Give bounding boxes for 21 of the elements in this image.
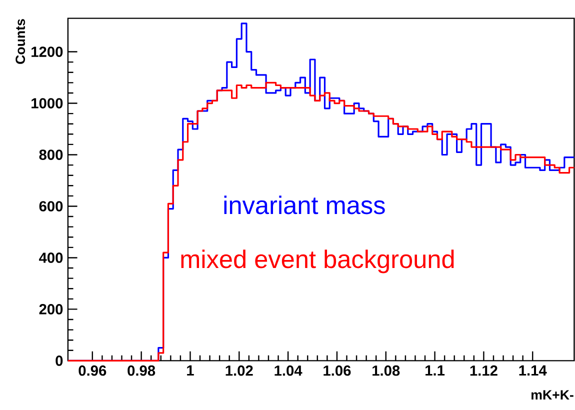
y-tick-label: 1200 <box>32 46 63 58</box>
series-label: mixed event background <box>181 250 454 274</box>
x-tick-label: 1.02 <box>226 366 253 376</box>
x-tick-label: 0.96 <box>78 366 106 376</box>
x-tick-label: 1.06 <box>324 366 351 376</box>
x-tick-label: 1.04 <box>274 366 302 376</box>
x-tick-label: 1.12 <box>470 366 498 376</box>
y-tick-label: 0 <box>56 356 63 366</box>
x-axis-title: mK+K- <box>532 390 574 400</box>
x-tick-label: 1.1 <box>426 366 445 376</box>
x-tick-label: 1 <box>187 366 194 376</box>
y-tick-label: 200 <box>39 304 63 315</box>
x-tick-label: 1.14 <box>519 366 547 376</box>
text: invariant mass <box>224 196 385 214</box>
x-tick-label: 1.08 <box>372 366 400 376</box>
y-tick-label: 600 <box>39 201 63 212</box>
y-tick-label: 400 <box>39 252 63 264</box>
x-tick-label: 0.98 <box>128 366 156 376</box>
y-tick-label: 800 <box>39 150 63 160</box>
y-tick-label: 1000 <box>32 98 63 109</box>
y-axis-title: Counts <box>16 19 26 64</box>
